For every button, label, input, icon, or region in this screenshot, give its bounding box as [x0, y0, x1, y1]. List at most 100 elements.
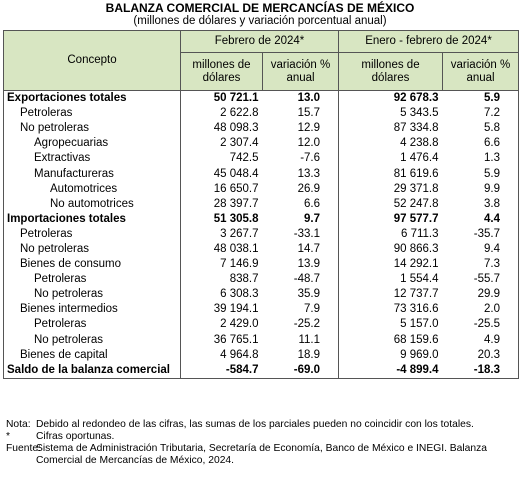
- value-cell: 1 554.4: [400, 273, 439, 286]
- value-cell: 29.9: [442, 287, 520, 303]
- value-cell: 81 619.6: [393, 167, 439, 180]
- table-row: Importaciones totales 51 305.8 9.7 97 577.7…: [3, 211, 520, 227]
- value-cell: -48.7: [262, 272, 340, 288]
- value-cell: 13.9: [262, 257, 340, 273]
- value-cell: 2.0: [442, 302, 520, 318]
- value-cell: 50 721.1: [213, 92, 259, 105]
- value-cell: 52 247.8: [393, 197, 439, 210]
- value-cell: 5.9: [442, 166, 520, 182]
- concept-cell: No petroleras: [3, 332, 181, 348]
- sub-header: millones de dólares: [338, 52, 444, 91]
- table-row: Petroleras 2 622.8 15.7 5 343.5 7.2: [3, 106, 520, 122]
- value-cell: 68 159.6: [393, 333, 439, 346]
- value-cell: 12.9: [262, 121, 340, 137]
- value-cell: -18.3: [442, 362, 520, 379]
- value-cell: 7.9: [262, 302, 340, 318]
- note-text: Sistema de Administración Tributaria, Se…: [36, 443, 487, 466]
- value-cell: -7.6: [262, 151, 340, 167]
- value-cell: -55.7: [442, 272, 520, 288]
- table-row: Manufactureras 45 048.4 13.3 81 619.6 5.9: [3, 166, 520, 182]
- note-label: *: [6, 431, 11, 442]
- concept-header: Concepto: [3, 30, 181, 91]
- value-cell: 5 157.0: [400, 318, 439, 331]
- value-cell: 12.0: [262, 136, 340, 152]
- table-row: No petroleras 48 038.1 14.7 90 866.3 9.4: [3, 241, 520, 258]
- value-cell: -35.7: [442, 226, 520, 242]
- value-cell: 1 476.4: [400, 152, 439, 165]
- concept-cell: Petroleras: [3, 272, 181, 288]
- value-cell: 9.4: [442, 241, 520, 258]
- value-cell: 4.9: [442, 332, 520, 348]
- concept-cell: No automotrices: [3, 196, 181, 212]
- concept-cell: No petroleras: [3, 287, 181, 303]
- table-row: Petroleras 838.7 -48.7 1 554.4 -55.7: [3, 272, 520, 288]
- table-row: Extractivas 742.5 -7.6 1 476.4 1.3: [3, 151, 520, 167]
- value-cell: 2 429.0: [220, 318, 259, 331]
- table-row: Saldo de la balanza comercial -584.7 -69.0…: [3, 362, 520, 379]
- concept-cell: Saldo de la balanza comercial: [3, 362, 181, 379]
- value-cell: 3.8: [442, 196, 520, 212]
- value-cell: 4 964.8: [220, 348, 259, 361]
- value-cell: 90 866.3: [393, 242, 439, 255]
- concept-cell: Petroleras: [3, 317, 181, 333]
- value-cell: 28 397.7: [213, 197, 259, 210]
- value-cell: -25.5: [442, 317, 520, 333]
- note-label: Fuente:: [6, 443, 41, 454]
- value-cell: 15.7: [262, 106, 340, 122]
- value-cell: -33.1: [262, 226, 340, 242]
- value-cell: 14 292.1: [393, 258, 439, 271]
- value-cell: 838.7: [229, 273, 259, 286]
- table-row: No petroleras 36 765.1 11.1 68 159.6 4.9: [3, 332, 520, 348]
- value-cell: 5.8: [442, 121, 520, 137]
- value-cell: 7 146.9: [220, 258, 259, 271]
- note: Fuente: Sistema de Administración Tributa…: [6, 443, 506, 467]
- value-cell: 6.6: [442, 136, 520, 152]
- value-cell: 7.3: [442, 257, 520, 273]
- concept-cell: Agropecuarias: [3, 136, 181, 152]
- concept-cell: Petroleras: [3, 226, 181, 242]
- table-row: No petroleras 48 098.3 12.9 87 334.8 5.8: [3, 121, 520, 137]
- value-cell: 13.3: [262, 166, 340, 182]
- value-cell: 742.5: [229, 152, 259, 165]
- value-cell: 73 316.6: [393, 303, 439, 316]
- concept-cell: Bienes de capital: [3, 347, 181, 363]
- value-cell: 6 711.3: [401, 227, 439, 240]
- title: BALANZA COMERCIAL DE MERCANCÍAS DE MÉXIC…: [105, 1, 415, 15]
- value-cell: 35.9: [262, 287, 340, 303]
- concept-cell: Bienes de consumo: [3, 257, 181, 273]
- table-row: Petroleras 2 429.0 -25.2 5 157.0 -25.5: [3, 317, 520, 333]
- value-cell: 5 343.5: [400, 107, 439, 120]
- value-cell: 29 371.8: [393, 182, 439, 195]
- value-cell: 92 678.3: [393, 92, 439, 105]
- value-cell: 6.6: [262, 196, 340, 212]
- value-cell: -25.2: [262, 317, 340, 333]
- table-row: Bienes intermedios 39 194.1 7.9 73 316.6 2.0: [3, 302, 520, 318]
- value-cell: 4.4: [442, 211, 520, 227]
- value-cell: 36 765.1: [213, 333, 259, 346]
- value-cell: 9 969.0: [400, 348, 439, 361]
- table-row: Exportaciones totales 50 721.1 13.0 92 678.…: [3, 90, 520, 107]
- value-cell: 1.3: [442, 151, 520, 167]
- note: * Cifras oportunas.: [6, 431, 506, 443]
- concept-cell: No petroleras: [3, 121, 181, 137]
- value-cell: 13.0: [262, 90, 340, 107]
- value-cell: 51 305.8: [213, 212, 259, 225]
- value-cell: 16 650.7: [213, 182, 259, 195]
- value-cell: 45 048.4: [213, 167, 259, 180]
- value-cell: 48 098.3: [213, 122, 259, 135]
- value-cell: 6 308.3: [220, 288, 259, 301]
- table-row: Automotrices 16 650.7 26.9 29 371.8 9.9: [3, 181, 520, 197]
- concept-cell: Extractivas: [3, 151, 181, 167]
- value-cell: -584.7: [180, 362, 263, 379]
- concept-cell: Petroleras: [3, 106, 181, 122]
- value-cell: 12 737.7: [393, 288, 439, 301]
- value-cell: 18.9: [262, 347, 340, 363]
- concept-cell: Manufactureras: [3, 166, 181, 182]
- concept-cell: Automotrices: [3, 181, 181, 197]
- note-text: Cifras oportunas.: [36, 431, 115, 442]
- value-cell: 9.9: [442, 181, 520, 197]
- value-cell: -69.0: [262, 362, 340, 379]
- sub-header: millones de dólares: [180, 52, 263, 91]
- value-cell: 11.1: [262, 332, 340, 348]
